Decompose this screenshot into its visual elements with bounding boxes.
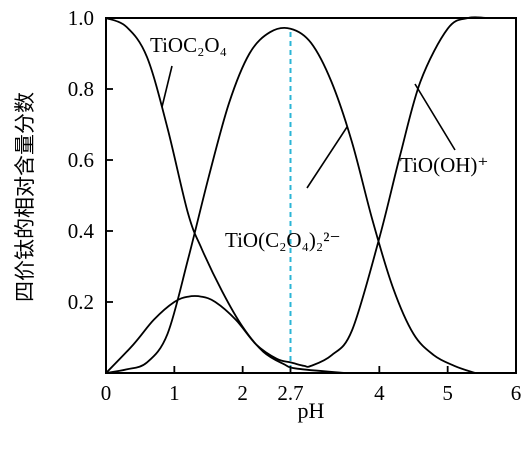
y-tick-label: 0.4 [68,219,95,243]
species-leader-3 [414,83,456,151]
series-line-1 [105,17,346,374]
y-tick-label: 0.2 [68,290,94,314]
species-leader-2 [306,126,348,189]
species-label-2: TiO(C₂O₄)₂²⁻ [225,228,341,252]
plot-frame [105,17,517,374]
x-axis-title: pH [298,398,325,423]
annotation-layer: TiOC₂O₄ TiO(C₂O₄)₂²⁻ TiO(OH)⁺ [150,33,489,252]
x-tick-label: 0 [101,381,112,405]
x-tick-label: 2 [237,381,248,405]
species-label-1: TiOC₂O₄ [150,33,227,57]
y-axis-title: 四价钛的相对含量分数 [13,92,37,302]
x-tick-label: 4 [374,381,385,405]
x-tick-label: 2.7 [277,381,303,405]
series-line-3 [105,27,476,374]
y-tick-label: 0.6 [68,148,94,172]
y-tick-label: 1.0 [68,6,94,30]
x-tick-label: 6 [511,381,522,405]
species-label-3: TiO(OH)⁺ [400,153,489,177]
x-tick-label: 5 [442,381,453,405]
tick-layer: 0 1 2 2.7 4 5 6 1.0 0.8 0.6 0.4 0.2 [68,6,522,405]
series-layer [105,16,516,374]
series-line-2 [105,16,516,374]
axes [105,17,517,374]
x-tick-label: 1 [169,381,180,405]
species-leader-1 [161,65,173,108]
y-tick-label: 0.8 [68,77,94,101]
